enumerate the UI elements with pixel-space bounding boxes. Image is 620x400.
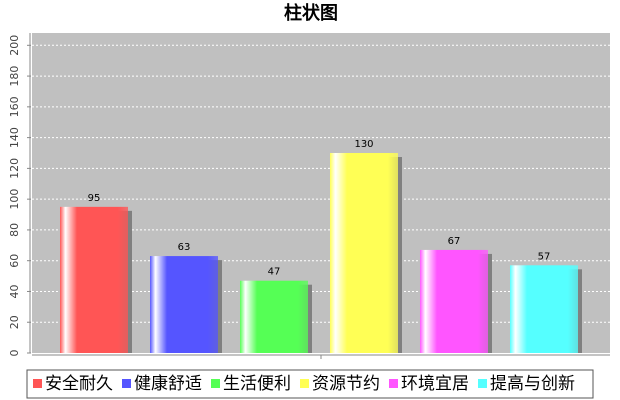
- legend-swatch: [389, 379, 398, 388]
- legend-label: 环境宜居: [401, 374, 469, 394]
- legend-swatch: [33, 379, 42, 388]
- legend-label: 安全耐久: [45, 374, 113, 394]
- y-tick-label: 140: [8, 127, 21, 148]
- legend-swatch: [478, 379, 487, 388]
- legend-label: 资源节约: [312, 374, 380, 394]
- y-tick-label: 80: [8, 223, 21, 237]
- value-label: 57: [538, 251, 551, 262]
- legend-swatch: [122, 379, 131, 388]
- bar: [420, 249, 488, 353]
- y-tick-label: 100: [8, 189, 21, 210]
- bar: [240, 280, 308, 353]
- legend-swatch: [300, 379, 309, 388]
- bar: [60, 206, 128, 353]
- legend-box: [26, 369, 594, 399]
- y-tick-label: 60: [8, 254, 21, 268]
- legend-label: 健康舒适: [134, 374, 202, 394]
- y-tick-label: 0: [8, 350, 21, 357]
- legend-label: 提高与创新: [490, 374, 575, 394]
- y-tick-label: 40: [8, 284, 21, 298]
- bar: [330, 153, 398, 353]
- legend-label: 生活便利: [223, 374, 291, 394]
- value-label: 95: [88, 193, 101, 204]
- bar: [150, 256, 218, 353]
- y-tick-label: 200: [8, 35, 21, 56]
- value-label: 67: [448, 236, 461, 247]
- bar: [510, 265, 578, 353]
- value-label: 63: [178, 242, 191, 253]
- y-tick-label: 160: [8, 96, 21, 117]
- y-tick-label: 120: [8, 158, 21, 179]
- legend-swatch: [211, 379, 220, 388]
- chart-title: 柱状图: [284, 2, 338, 24]
- y-tick-label: 20: [8, 315, 21, 329]
- y-tick-label: 180: [8, 66, 21, 87]
- value-label: 130: [354, 139, 373, 150]
- value-label: 47: [268, 267, 281, 278]
